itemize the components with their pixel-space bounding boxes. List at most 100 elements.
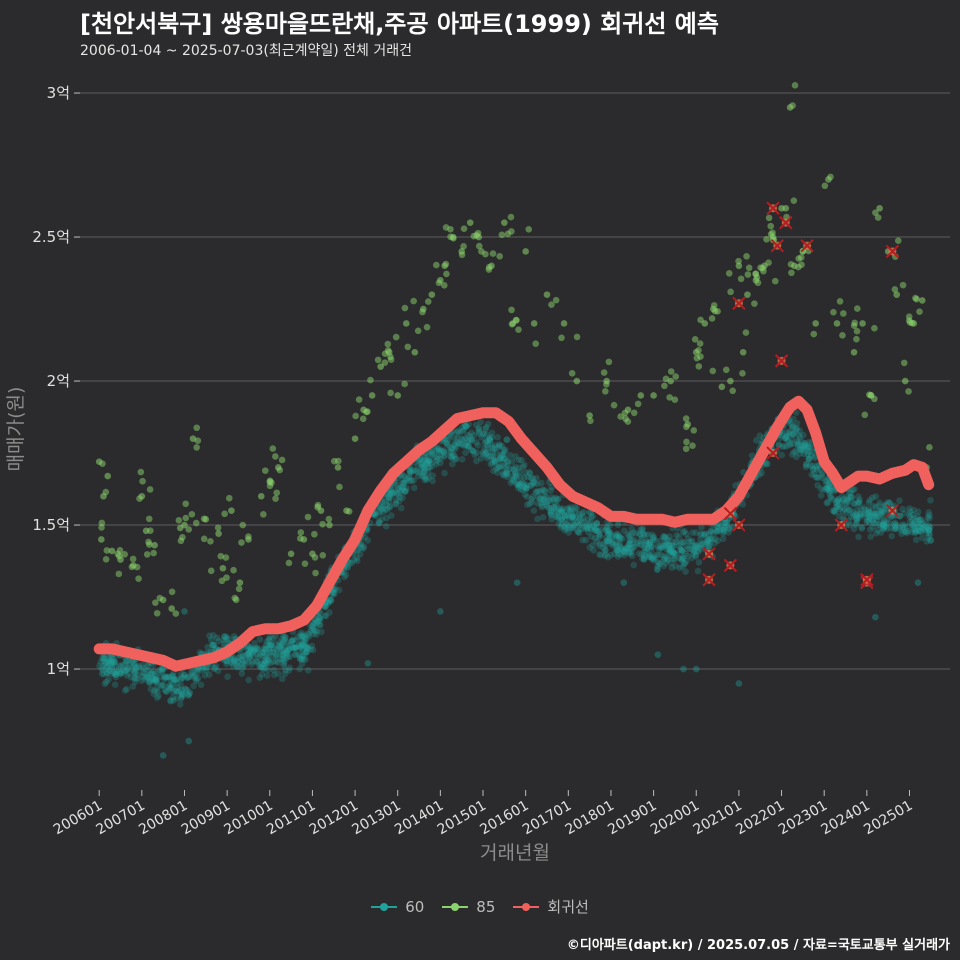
point-60 bbox=[540, 499, 548, 506]
point-60 bbox=[295, 641, 303, 649]
point-60 bbox=[101, 680, 109, 688]
point-60 bbox=[629, 544, 637, 551]
point-60 bbox=[679, 528, 687, 536]
point-60 bbox=[134, 671, 141, 679]
point-60 bbox=[556, 505, 563, 512]
point-60 bbox=[904, 523, 911, 530]
point-60 bbox=[112, 671, 120, 679]
point-60 bbox=[917, 516, 925, 524]
point-60 bbox=[536, 495, 544, 502]
point-60 bbox=[876, 506, 884, 514]
point-60 bbox=[650, 534, 657, 542]
point-60 bbox=[662, 534, 670, 542]
point-60 bbox=[230, 658, 238, 665]
point-60 bbox=[875, 502, 883, 510]
point-85 bbox=[384, 340, 392, 348]
point-60 bbox=[656, 542, 664, 550]
point-60 bbox=[649, 554, 656, 562]
point-85 bbox=[532, 340, 539, 347]
point-60 bbox=[850, 525, 858, 533]
point-60 bbox=[176, 701, 184, 708]
point-60 bbox=[684, 552, 692, 560]
point-60 bbox=[645, 540, 652, 548]
point-60 bbox=[326, 609, 333, 616]
point-60 bbox=[161, 686, 169, 694]
point-85 bbox=[515, 326, 522, 333]
point-60 bbox=[162, 687, 170, 695]
point-60 bbox=[849, 509, 857, 516]
point-60 bbox=[467, 436, 475, 444]
point-60 bbox=[670, 542, 678, 550]
point-60 bbox=[115, 666, 122, 673]
point-60 bbox=[174, 684, 181, 691]
point-85 bbox=[789, 102, 796, 109]
point-60 bbox=[615, 550, 622, 557]
point-60 bbox=[703, 539, 711, 547]
point-60 bbox=[427, 448, 434, 456]
point-85 bbox=[410, 297, 417, 305]
point-60 bbox=[853, 520, 860, 527]
point-60 bbox=[789, 430, 796, 438]
point-60 bbox=[421, 454, 429, 461]
point-60 bbox=[279, 646, 286, 653]
point-60 bbox=[261, 657, 269, 665]
point-60 bbox=[548, 509, 555, 516]
point-60 bbox=[567, 507, 574, 515]
point-60 bbox=[569, 514, 576, 521]
point-60 bbox=[313, 618, 321, 625]
point-60 bbox=[503, 436, 511, 444]
point-60 bbox=[386, 494, 393, 502]
point-60 bbox=[300, 631, 307, 639]
point-60 bbox=[657, 551, 665, 559]
point-60 bbox=[909, 522, 917, 530]
point-60 bbox=[558, 522, 566, 529]
legend-label-85: 85 bbox=[476, 897, 496, 916]
point-60 bbox=[303, 630, 311, 638]
point-60 bbox=[205, 671, 213, 679]
legend-item-85: 85 bbox=[442, 896, 495, 917]
point-60 bbox=[479, 450, 487, 458]
point-60 bbox=[836, 505, 843, 513]
point-60 bbox=[501, 448, 508, 456]
point-60 bbox=[496, 454, 504, 462]
point-60 bbox=[276, 656, 284, 663]
point-60 bbox=[433, 447, 440, 454]
point-85 bbox=[634, 400, 642, 408]
point-60 bbox=[194, 675, 202, 682]
point-60 bbox=[308, 642, 316, 650]
point-60 bbox=[475, 430, 483, 437]
point-60 bbox=[295, 650, 302, 658]
point-60 bbox=[857, 505, 865, 513]
point-60 bbox=[503, 436, 511, 443]
point-60 bbox=[388, 512, 395, 519]
point-60 bbox=[873, 516, 880, 524]
point-60 bbox=[818, 469, 826, 476]
point-60 bbox=[252, 658, 260, 665]
point-60 bbox=[292, 651, 299, 659]
point-60 bbox=[238, 670, 246, 677]
point-60 bbox=[645, 531, 652, 538]
point-60 bbox=[458, 424, 466, 431]
point-60 bbox=[926, 523, 934, 531]
point-60 bbox=[805, 455, 813, 463]
point-60 bbox=[112, 668, 120, 675]
point-60 bbox=[911, 529, 919, 537]
point-60 bbox=[443, 440, 451, 447]
point-60 bbox=[721, 519, 729, 526]
point-60 bbox=[207, 636, 215, 644]
point-85 bbox=[273, 489, 281, 497]
point-60 bbox=[175, 688, 182, 695]
point-60 bbox=[589, 541, 597, 549]
point-60 bbox=[576, 513, 584, 520]
point-85 bbox=[401, 380, 408, 388]
point-60 bbox=[144, 673, 152, 681]
point-60 bbox=[662, 559, 670, 567]
point-60 bbox=[812, 473, 820, 481]
point-60 bbox=[665, 542, 673, 549]
point-60 bbox=[459, 441, 467, 449]
point-60 bbox=[98, 670, 106, 678]
point-60 bbox=[502, 446, 509, 454]
point-60 bbox=[865, 509, 872, 517]
point-60 bbox=[624, 545, 632, 553]
point-60 bbox=[613, 531, 620, 538]
